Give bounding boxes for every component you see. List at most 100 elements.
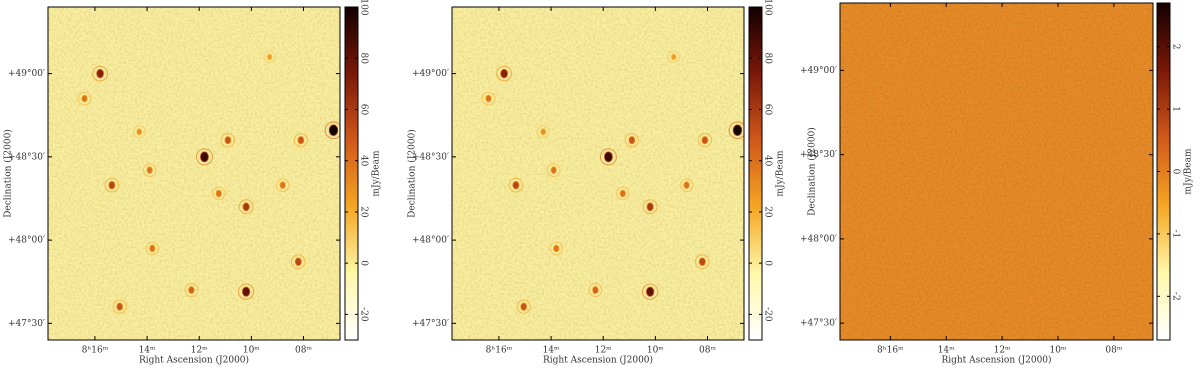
colorbar-tick-label: 100 bbox=[359, 0, 369, 16]
source-ring bbox=[516, 299, 531, 314]
source-ring bbox=[132, 125, 146, 139]
colorbar-label: mJy/Beam bbox=[372, 150, 382, 197]
source bbox=[701, 136, 709, 145]
x-tick-label: 08ᵐ bbox=[1105, 346, 1122, 356]
source-ring bbox=[238, 199, 254, 215]
source-ring bbox=[211, 186, 226, 201]
x-tick-label: 14ᵐ bbox=[938, 346, 955, 356]
source bbox=[698, 257, 706, 266]
source-ring bbox=[496, 65, 512, 82]
source bbox=[500, 68, 509, 79]
source-ring bbox=[324, 121, 340, 140]
x-axis-label: Right Ascension (J2000) bbox=[543, 355, 653, 366]
y-tick-label: +48°30′ bbox=[412, 152, 449, 162]
colorbar-tick-label: -1 bbox=[1171, 230, 1181, 239]
source bbox=[136, 128, 143, 136]
y-tick-label: +47°30′ bbox=[412, 319, 449, 329]
source-ring bbox=[92, 65, 108, 82]
source bbox=[512, 180, 520, 190]
source bbox=[485, 94, 492, 103]
source-ring bbox=[481, 91, 496, 106]
colorbar-tick-label: 40 bbox=[763, 155, 773, 167]
source bbox=[242, 286, 251, 297]
colorbar-tick-label: 20 bbox=[359, 206, 369, 218]
colorbar-tick-label: -20 bbox=[763, 307, 773, 322]
source bbox=[540, 128, 547, 136]
x-tick-label: 14ᵐ bbox=[139, 346, 156, 356]
source bbox=[553, 244, 560, 253]
source-ring bbox=[195, 148, 213, 166]
source-ring bbox=[642, 199, 658, 215]
source bbox=[188, 286, 195, 294]
source-ring bbox=[263, 50, 276, 64]
source-ring bbox=[536, 125, 550, 139]
colorbar-tick-label: 80 bbox=[359, 53, 369, 65]
colorbar-tick-label: 0 bbox=[359, 260, 369, 266]
source-ring bbox=[588, 283, 603, 298]
y-tick-label: +47°30′ bbox=[8, 319, 45, 329]
source-ring bbox=[679, 178, 694, 192]
y-axis-label: Declination (J2000) bbox=[3, 129, 14, 218]
y-tick-label: +49°00′ bbox=[8, 69, 45, 79]
image-frame bbox=[47, 6, 341, 341]
source bbox=[670, 53, 677, 61]
colorbar-tick-label: -2 bbox=[1171, 292, 1181, 301]
colorbar bbox=[344, 6, 359, 341]
y-tick-label: +48°30′ bbox=[800, 150, 837, 160]
source-ring bbox=[184, 283, 199, 298]
y-tick-label: +48°00′ bbox=[412, 236, 449, 246]
x-tick-label: 10ᵐ bbox=[1049, 346, 1066, 356]
source-ring bbox=[549, 241, 564, 256]
colorbar-tick-label: 0 bbox=[763, 260, 773, 266]
sources bbox=[77, 50, 340, 314]
source bbox=[149, 244, 156, 253]
source-ring bbox=[77, 91, 92, 106]
source-ring bbox=[142, 163, 157, 178]
sources bbox=[481, 50, 744, 314]
source bbox=[96, 68, 105, 79]
x-tick-label: 8ʰ16ᵐ bbox=[486, 346, 513, 356]
source-ring bbox=[220, 133, 236, 148]
x-tick-label: 12ᵐ bbox=[994, 346, 1011, 356]
source-ring bbox=[293, 133, 309, 148]
source bbox=[683, 181, 690, 189]
x-tick-label: 8ʰ16ᵐ bbox=[82, 346, 109, 356]
source-ring bbox=[237, 283, 255, 300]
colorbar-tick-label: 2 bbox=[1171, 44, 1181, 50]
source-ring bbox=[104, 177, 120, 193]
image-frame bbox=[451, 6, 745, 341]
source-ring bbox=[728, 121, 744, 140]
y-axis-label: Declination (J2000) bbox=[407, 129, 418, 218]
source-ring bbox=[697, 133, 713, 148]
source bbox=[242, 202, 250, 212]
source-ring bbox=[112, 299, 127, 314]
source bbox=[200, 151, 209, 163]
source bbox=[294, 257, 302, 266]
x-tick-label: 10ᵐ bbox=[647, 346, 664, 356]
source bbox=[215, 189, 222, 198]
y-tick-label: +49°00′ bbox=[412, 69, 449, 79]
x-tick-label: 08ᵐ bbox=[699, 346, 716, 356]
x-tick-label: 14ᵐ bbox=[543, 346, 560, 356]
source bbox=[328, 124, 339, 136]
source bbox=[604, 151, 613, 163]
colorbar-tick-label: 1 bbox=[1171, 106, 1181, 112]
source-ring bbox=[694, 254, 710, 270]
x-axis-label: Right Ascension (J2000) bbox=[139, 355, 249, 366]
source-ring bbox=[615, 186, 630, 201]
source bbox=[224, 136, 232, 145]
x-tick-label: 08ᵐ bbox=[295, 346, 312, 356]
source-ring bbox=[624, 133, 640, 148]
source-ring bbox=[145, 241, 160, 256]
source bbox=[279, 181, 286, 189]
source bbox=[297, 136, 305, 145]
source bbox=[81, 94, 88, 103]
colorbar-tick-label: 20 bbox=[763, 206, 773, 218]
source-ring bbox=[667, 50, 680, 64]
source bbox=[266, 53, 273, 61]
colorbar bbox=[748, 6, 763, 341]
colorbar-label: mJy/Beam bbox=[776, 150, 786, 197]
source bbox=[108, 180, 116, 190]
colorbar-tick-label: 100 bbox=[763, 0, 773, 16]
